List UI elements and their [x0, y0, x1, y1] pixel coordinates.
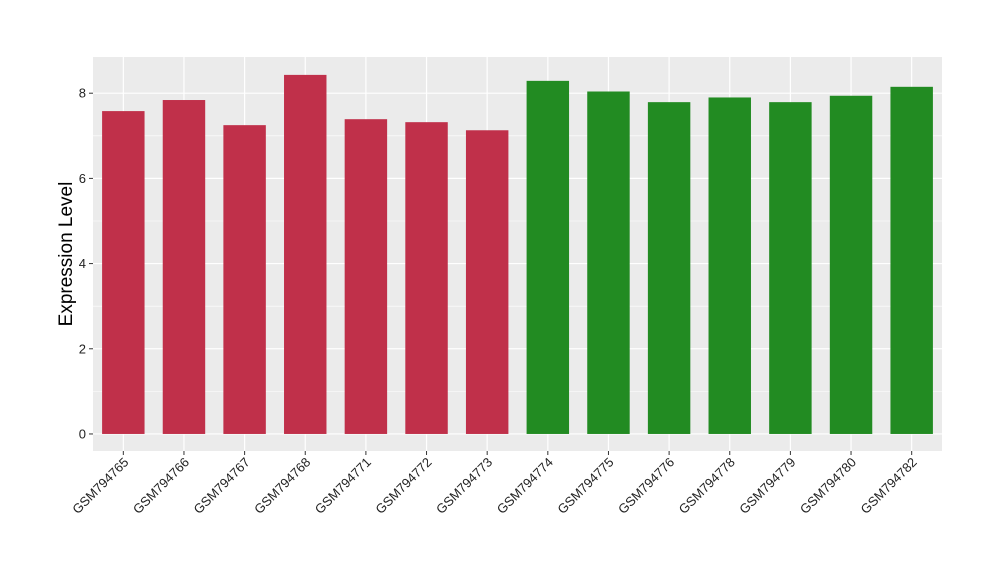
y-tick-label: 2	[79, 341, 86, 356]
bar-GSM794767	[223, 125, 266, 434]
y-tick-label: 0	[79, 426, 86, 441]
x-tick-label: GSM794773	[433, 455, 495, 517]
y-axis-title: Expression Level	[56, 182, 77, 327]
bar-GSM794776	[647, 102, 691, 434]
x-tick-label: GSM794767	[191, 455, 253, 517]
bar-GSM794779	[769, 102, 812, 434]
x-tick-label: GSM794772	[372, 455, 434, 517]
bar-GSM794773	[465, 130, 509, 434]
x-tick-label: GSM794766	[130, 455, 192, 517]
x-tick-label: GSM794776	[615, 455, 677, 517]
x-tick-label: GSM794779	[736, 455, 798, 517]
bar-GSM794772	[405, 122, 448, 434]
bar-GSM794775	[587, 91, 630, 434]
y-tick-label: 6	[79, 171, 86, 186]
bar-GSM794782	[890, 86, 933, 434]
x-tick-label: GSM794780	[797, 455, 859, 517]
y-tick-label: 8	[79, 86, 86, 101]
x-tick-label: GSM794774	[494, 455, 556, 517]
bar-GSM794765	[102, 111, 145, 434]
bar-GSM794771	[344, 119, 388, 434]
x-tick-label: GSM794771	[312, 455, 374, 517]
x-tick-label: GSM794782	[858, 455, 920, 517]
bar-GSM794780	[829, 95, 873, 434]
plot-panel	[93, 57, 942, 451]
bars	[102, 74, 933, 434]
x-tick-label: GSM794768	[251, 455, 313, 517]
bar-GSM794768	[284, 74, 327, 434]
x-axis: GSM794765GSM794766GSM794767GSM794768GSM7…	[69, 451, 920, 517]
x-tick-label: GSM794778	[676, 455, 738, 517]
y-axis: 0 2 4 6 8	[79, 86, 93, 441]
bar-GSM794778	[708, 97, 751, 434]
x-tick-label: GSM794765	[69, 455, 131, 517]
y-tick-label: 4	[79, 256, 86, 271]
bar-GSM794766	[162, 100, 206, 434]
bar-GSM794774	[526, 80, 570, 434]
x-tick-label: GSM794775	[554, 455, 616, 517]
